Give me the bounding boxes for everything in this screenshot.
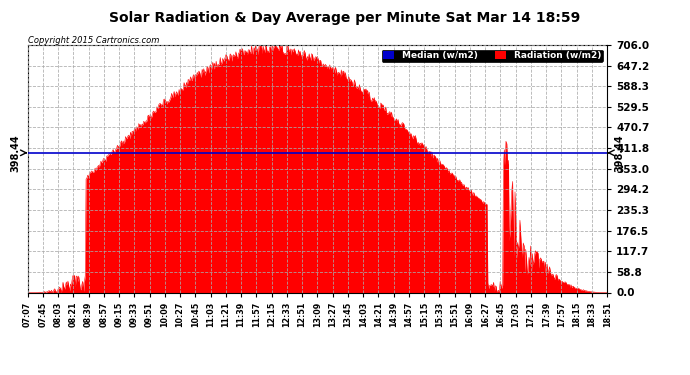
Text: 398.44: 398.44 bbox=[614, 134, 624, 172]
Text: Solar Radiation & Day Average per Minute Sat Mar 14 18:59: Solar Radiation & Day Average per Minute… bbox=[110, 11, 580, 25]
Text: 398.44: 398.44 bbox=[10, 134, 21, 172]
Legend: Median (w/m2), Radiation (w/m2): Median (w/m2), Radiation (w/m2) bbox=[382, 50, 602, 62]
Text: Copyright 2015 Cartronics.com: Copyright 2015 Cartronics.com bbox=[28, 36, 159, 45]
